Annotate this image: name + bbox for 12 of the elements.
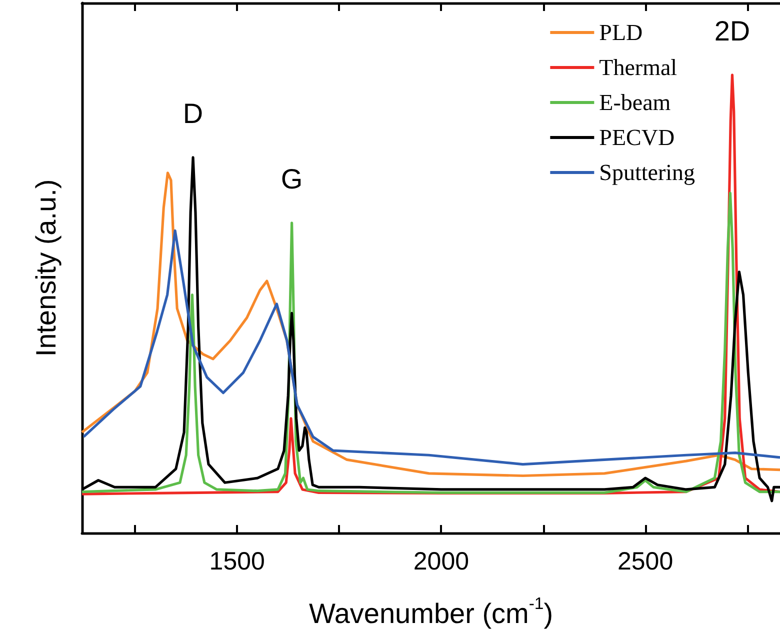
legend-label: PECVD — [599, 125, 675, 150]
legend-label: PLD — [599, 20, 643, 45]
legend-label: Sputtering — [599, 160, 696, 185]
x-tick-label: 2000 — [413, 548, 470, 576]
annotation: 2D — [714, 15, 750, 46]
x-tick-label: 2500 — [617, 548, 674, 576]
y-axis-title: Intensity (a.u.) — [30, 179, 62, 357]
annotation: G — [280, 163, 303, 194]
x-tick-label: 1500 — [209, 548, 265, 576]
legend-label: E-beam — [599, 90, 671, 115]
annotation: D — [182, 98, 204, 129]
legend-label: Thermal — [599, 55, 678, 80]
